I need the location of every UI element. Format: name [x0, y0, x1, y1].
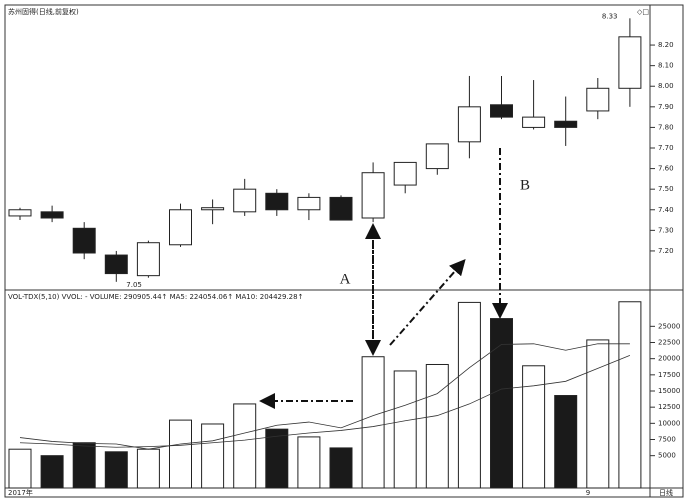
candle-body: [265, 192, 289, 211]
y-tick-label: 8.00: [658, 82, 674, 90]
candle-body: [72, 227, 96, 254]
volume-bar: [361, 356, 385, 489]
y-tick-label: 17500: [658, 371, 680, 379]
period-label: 日线: [659, 488, 673, 497]
candle-body: [425, 143, 449, 170]
volume-bar: [329, 447, 353, 489]
volume-bar: [618, 301, 642, 489]
y-tick-label: 7.60: [658, 165, 674, 173]
chart-title: 苏州固得(日线,前复权): [8, 7, 79, 16]
candle-body: [136, 242, 160, 277]
low-label: 7.05: [126, 281, 142, 289]
high-label: 8.33: [602, 12, 618, 20]
volume-bar: [233, 403, 257, 489]
y-tick-label: 5000: [658, 452, 676, 460]
candle-body: [40, 211, 64, 219]
y-tick-label: 25000: [658, 322, 680, 330]
volume-bar: [490, 318, 513, 489]
annotation: B: [520, 177, 530, 193]
candle-body: [457, 106, 481, 143]
volume-bar: [425, 363, 449, 489]
x-tick-label: 9: [586, 489, 590, 497]
y-tick-label: 7.20: [658, 247, 674, 255]
volume-bar: [72, 442, 96, 489]
candle-body: [104, 254, 128, 275]
volume-bar: [522, 365, 546, 489]
y-tick-label: 7.40: [658, 206, 674, 214]
candle-body: [201, 207, 225, 211]
annotation: A: [340, 271, 351, 287]
volume-bar: [586, 339, 610, 489]
candle-body: [522, 116, 546, 128]
y-tick-label: 7.80: [658, 123, 674, 131]
ma-line: [19, 343, 630, 450]
volume-bar: [297, 436, 321, 489]
volume-bar: [169, 419, 192, 489]
volume-bar: [554, 395, 578, 489]
y-tick-label: 7.70: [658, 144, 674, 152]
volume-bar: [104, 451, 128, 489]
volume-bar: [265, 428, 289, 489]
volume-header: VOL-TDX(5,10) VVOL: - VOLUME: 290905.44↑…: [8, 293, 303, 301]
window-icons[interactable]: ◇□: [637, 8, 649, 16]
volume-bar: [201, 423, 225, 489]
y-tick-label: 8.20: [658, 41, 674, 49]
arrows: [259, 148, 508, 409]
candle-body: [169, 209, 192, 246]
candle-body: [490, 104, 513, 118]
x-tick-label: 2017年: [8, 488, 33, 497]
y-tick-label: 7.50: [658, 185, 674, 193]
candle-body: [554, 120, 578, 128]
volume-bar: [8, 448, 32, 489]
volume-bar: [40, 455, 64, 489]
y-tick-label: 7.30: [658, 226, 674, 234]
volume-bar: [457, 301, 481, 489]
frame: [4, 4, 684, 498]
y-tick-label: 8.10: [658, 62, 674, 70]
y-tick-label: 12500: [658, 403, 680, 411]
candle-body: [329, 196, 353, 221]
y-tick-label: 20000: [658, 355, 680, 363]
candle-body: [618, 36, 642, 89]
candle-body: [586, 87, 610, 112]
candle-body: [297, 196, 321, 211]
candle-body: [393, 161, 417, 186]
y-tick-label: 10000: [658, 419, 680, 427]
ma-line: [19, 355, 631, 448]
y-tick-label: 15000: [658, 387, 680, 395]
y-tick-label: 7500: [658, 436, 676, 444]
candle-body: [361, 172, 385, 219]
y-tick-label: 22500: [658, 339, 680, 347]
candle-body: [8, 209, 32, 217]
volume-bar: [393, 370, 417, 489]
candle-body: [233, 188, 257, 213]
y-tick-label: 7.90: [658, 103, 674, 111]
volume-bar: [136, 448, 160, 489]
